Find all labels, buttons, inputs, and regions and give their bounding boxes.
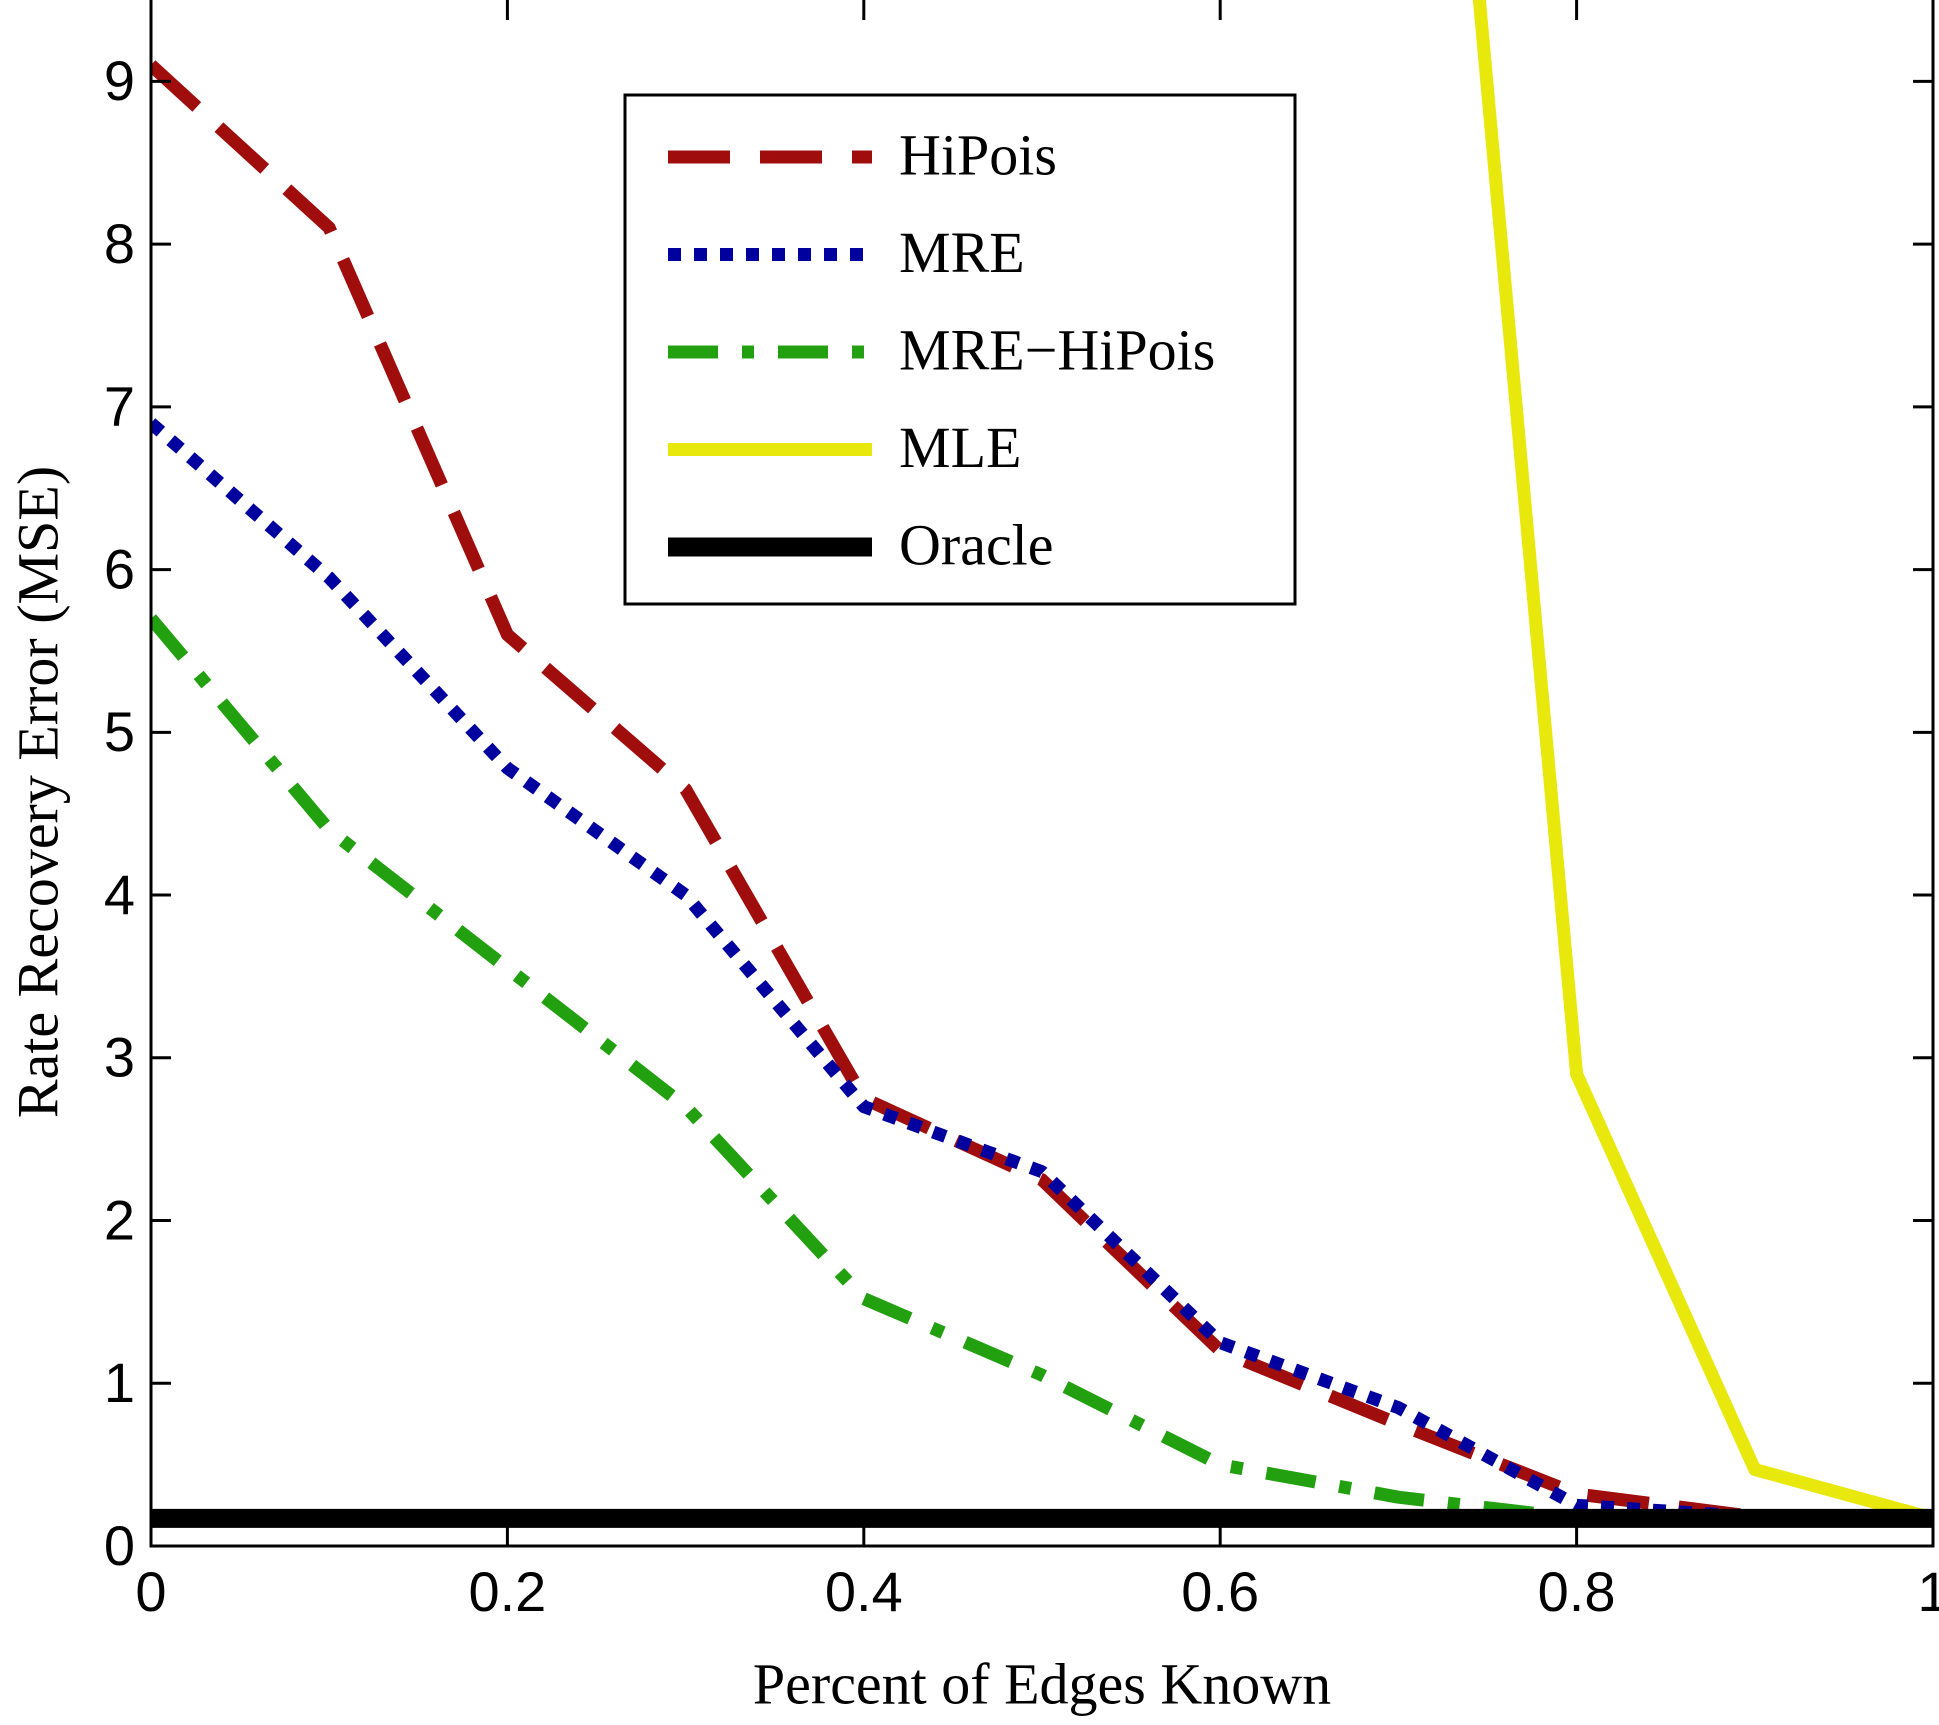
legend-label: HiPois	[899, 122, 1057, 187]
series-line	[151, 60, 1933, 1525]
y-tick-label: 4	[104, 863, 135, 926]
legend-label: MRE−HiPois	[899, 317, 1215, 382]
y-tick-label: 7	[104, 375, 135, 438]
x-tick-label: 0.2	[468, 1560, 546, 1623]
x-tick-label: 0.6	[1181, 1560, 1259, 1623]
legend-label: MLE	[899, 415, 1021, 480]
x-axis-label: Percent of Edges Known	[753, 1651, 1331, 1716]
plot-frame	[149, 0, 1935, 1548]
y-tick-label: 5	[104, 700, 135, 763]
y-axis-label: Rate Recovery Error (MSE)	[5, 466, 70, 1118]
legend: HiPois MRE MRE−HiPois MLE Oracle	[623, 93, 1297, 606]
x-tick-label: 1	[1917, 1560, 1939, 1623]
y-tick-label: 6	[104, 537, 135, 600]
x-tick-label: 0	[135, 1560, 166, 1623]
y-tick-label: 3	[104, 1026, 135, 1089]
series-line	[1472, 0, 1933, 1525]
x-tick-label: 0.8	[1538, 1560, 1616, 1623]
y-tick-label: 1	[104, 1351, 135, 1414]
legend-label: MRE	[899, 220, 1025, 285]
y-tick-label: 9	[104, 49, 135, 112]
plot-lines	[151, 0, 1933, 1528]
y-tick-label: 8	[104, 212, 135, 275]
y-tick-label: 0	[104, 1514, 135, 1577]
x-tick-label: 0.4	[825, 1560, 903, 1623]
series-line	[151, 614, 1933, 1525]
legend-label: Oracle	[899, 512, 1054, 577]
y-tick-label: 2	[104, 1188, 135, 1251]
legend-box	[623, 93, 1297, 606]
